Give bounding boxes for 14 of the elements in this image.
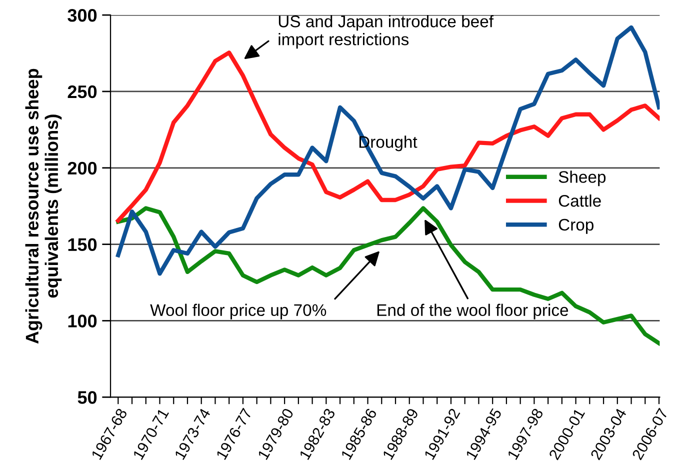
legend-label: Sheep — [558, 170, 606, 186]
y-tick-label: 100 — [68, 314, 97, 328]
line-series — [116, 206, 660, 346]
y-tick-label: 150 — [68, 238, 97, 252]
y-tick-label: 250 — [68, 85, 97, 98]
legend-label: Crop — [558, 218, 594, 234]
y-tick-label: 300 — [68, 8, 97, 22]
legend-label: Cattle — [558, 194, 601, 207]
y-tick-label: 50 — [78, 391, 97, 404]
annotation: End of the wool floor price — [377, 304, 568, 320]
annotation: US and Japan introduce beef import restrictions — [278, 15, 494, 49]
y-axis-title: Agricultural resource use sheep equivalents (millions) — [25, 68, 62, 344]
y-tick-label: 200 — [68, 162, 97, 175]
annotation: Wool floor price up 70% — [150, 304, 326, 320]
